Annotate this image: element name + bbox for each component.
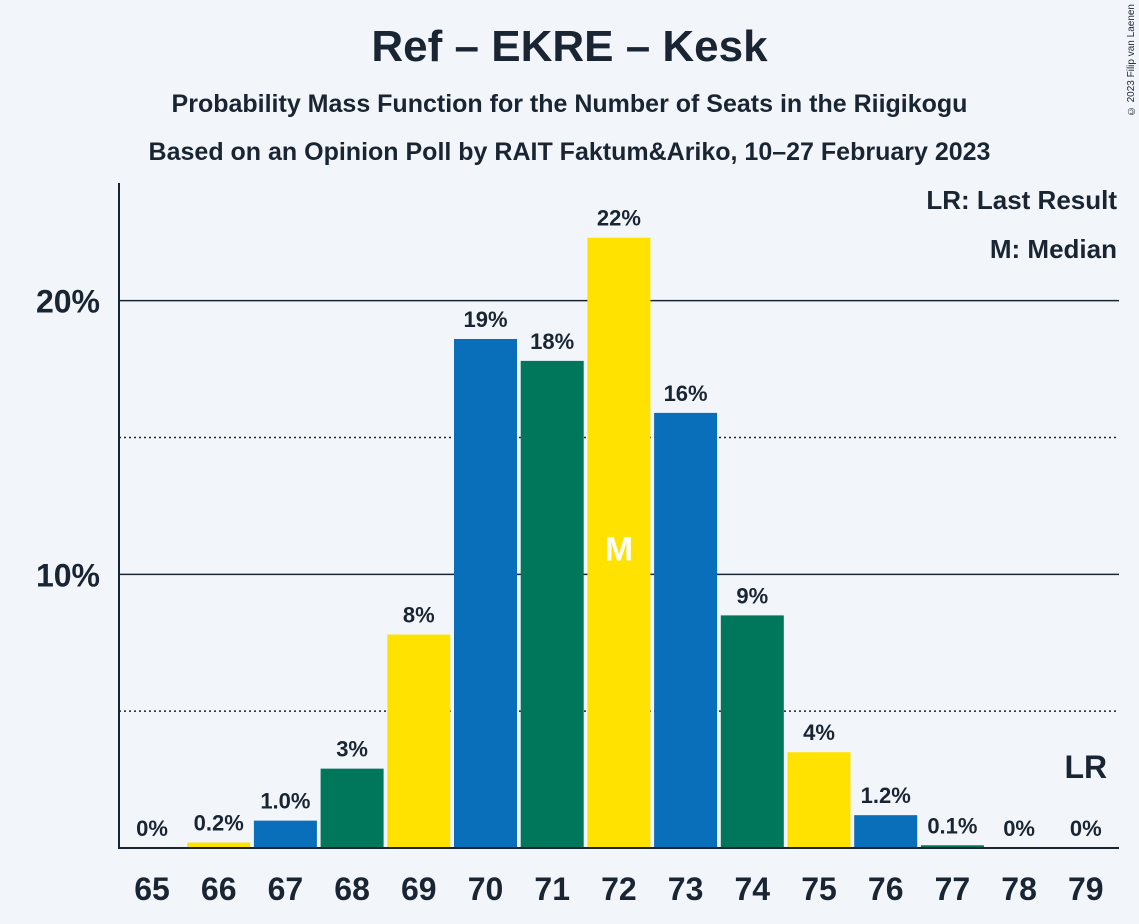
data-label-66: 0.2%: [194, 811, 244, 836]
x-tick-label-70: 70: [468, 871, 504, 907]
data-label-71: 18%: [530, 329, 574, 354]
bar-72: [587, 237, 651, 848]
legend-median: M: Median: [990, 234, 1117, 264]
x-tick-label-71: 71: [534, 871, 570, 907]
bar-73: [654, 412, 718, 848]
data-label-67: 1.0%: [260, 789, 310, 814]
chart-subtitle-source: Based on an Opinion Poll by RAIT Faktum&…: [148, 138, 991, 166]
median-marker: M: [605, 530, 633, 568]
x-tick-label-65: 65: [134, 871, 170, 907]
bar-69: [387, 634, 451, 848]
bar-68: [320, 768, 384, 848]
data-label-78: 0%: [1003, 816, 1035, 841]
data-label-79: 0%: [1070, 816, 1102, 841]
last-result-marker: LR: [1064, 749, 1107, 785]
bar-75: [787, 752, 851, 848]
data-label-74: 9%: [736, 583, 768, 608]
data-label-70: 19%: [463, 307, 507, 332]
x-tick-label-66: 66: [201, 871, 237, 907]
bar-77: [920, 845, 984, 848]
x-tick-label-78: 78: [1001, 871, 1037, 907]
x-tick-label-68: 68: [334, 871, 370, 907]
x-tick-label-79: 79: [1068, 871, 1104, 907]
bar-67: [253, 820, 317, 848]
data-label-76: 1.2%: [861, 783, 911, 808]
bar-74: [720, 615, 784, 848]
x-tick-label-69: 69: [401, 871, 437, 907]
x-tick-label-73: 73: [668, 871, 704, 907]
chart-title: Ref – EKRE – Kesk: [371, 22, 768, 71]
data-label-68: 3%: [336, 737, 368, 762]
x-tick-label-75: 75: [801, 871, 837, 907]
bar-71: [520, 360, 584, 848]
chart-subtitle: Probability Mass Function for the Number…: [171, 90, 968, 118]
bar-70: [454, 338, 517, 848]
data-label-73: 16%: [664, 381, 708, 406]
x-tick-label-67: 67: [268, 871, 304, 907]
data-label-65: 0%: [136, 816, 168, 841]
y-tick-label: 20%: [36, 284, 100, 320]
x-tick-label-72: 72: [601, 871, 637, 907]
data-label-69: 8%: [403, 603, 435, 628]
legend-last-result: LR: Last Result: [926, 185, 1117, 215]
y-tick-label: 10%: [36, 557, 100, 593]
bar-66: [187, 842, 251, 848]
x-tick-label-76: 76: [868, 871, 904, 907]
data-label-77: 0.1%: [927, 813, 977, 838]
data-label-75: 4%: [803, 720, 835, 745]
data-label-72: 22%: [597, 206, 641, 231]
bar-76: [854, 815, 918, 848]
x-tick-label-74: 74: [735, 871, 771, 907]
x-tick-label-77: 77: [935, 871, 971, 907]
